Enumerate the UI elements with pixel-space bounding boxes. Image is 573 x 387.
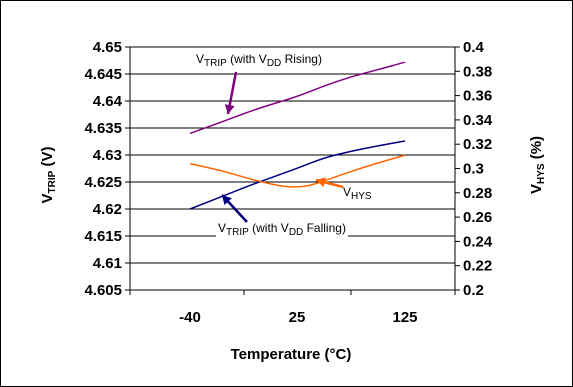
- y-tick-label-right: 0.38: [463, 63, 492, 80]
- x-tick-label: 25: [289, 309, 306, 326]
- y-tick-label-right: 0.36: [463, 88, 492, 105]
- y-tick-label-left: 4.62: [93, 201, 122, 218]
- axes: [125, 46, 460, 295]
- y-tick-label-right: 0.3: [463, 161, 484, 178]
- y-tick-label-right: 0.32: [463, 136, 492, 153]
- x-tick-label: -40: [179, 309, 201, 326]
- y-tick-label-right: 0.2: [463, 282, 484, 299]
- y-tick-label-left: 4.625: [84, 174, 122, 191]
- y-tick-label-left: 4.64: [93, 93, 123, 110]
- y-axis-label-left: VTRIP (V): [39, 147, 58, 204]
- y-tick-label-right: 0.26: [463, 209, 492, 226]
- series-line: [189, 154, 406, 188]
- y-tick-label-right: 0.28: [463, 185, 492, 202]
- annotation-bg: [216, 220, 348, 239]
- y-tick-label-left: 4.635: [84, 120, 122, 137]
- annotation-arrowhead: [222, 195, 232, 206]
- y-tick-label-left: 4.63: [93, 147, 122, 164]
- series-line: [189, 140, 406, 210]
- annotation-arrowhead: [316, 177, 326, 188]
- gridlines: [130, 46, 455, 291]
- y-tick-label-left: 4.61: [93, 255, 122, 272]
- y-tick-label-left: 4.615: [84, 228, 122, 245]
- series-lines: [189, 61, 406, 210]
- series-annotation: VTRIP (with VDD Rising): [196, 52, 322, 69]
- annotations: VTRIP (with VDD Rising) VTRIP (with VDD F…: [196, 52, 372, 239]
- y-tick-label-right: 0.34: [463, 112, 493, 129]
- annotation-arrowhead: [224, 104, 235, 114]
- y-tick-label-left: 4.605: [84, 282, 122, 299]
- series-line: [189, 61, 406, 135]
- y-tick-label-left: 4.645: [84, 66, 122, 83]
- tick-labels: 4.65 4.645 4.64 4.635 4.63 4.625 4.62 4.615 4.61…: [84, 39, 492, 326]
- y-tick-label-right: 0.22: [463, 258, 492, 275]
- y-axis-label-right: VHYS (%): [528, 136, 547, 194]
- x-tick-label: 125: [392, 309, 417, 326]
- series-annotation: VHYS: [343, 185, 372, 202]
- x-axis-label: Temperature (°C): [231, 346, 352, 363]
- y-tick-label-left: 4.65: [93, 39, 122, 56]
- series-annotation: VTRIP (with VDD Falling): [218, 221, 346, 238]
- y-tick-label-right: 0.24: [463, 233, 493, 250]
- y-tick-label-right: 0.4: [463, 39, 485, 56]
